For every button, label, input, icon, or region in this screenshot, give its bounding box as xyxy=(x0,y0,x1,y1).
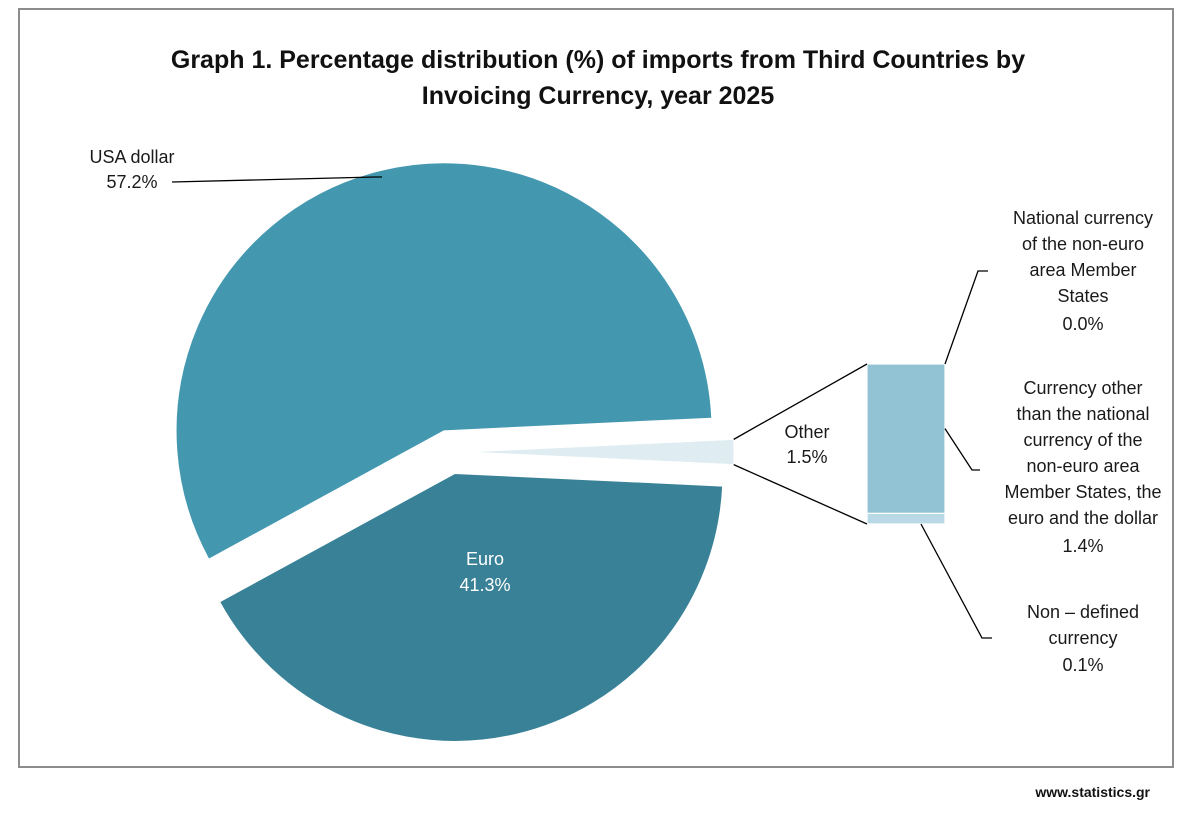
slice-label-other: Other xyxy=(784,422,829,442)
breakdown-label-non-defined: Non – defined currency xyxy=(1027,602,1139,648)
chart-title: Graph 1. Percentage distribution (%) of … xyxy=(20,42,1176,114)
slice-value-usa-dollar: 57.2% xyxy=(106,172,157,192)
breakdown-bar-segment-1 xyxy=(866,363,946,514)
breakdown-bar-segment-2 xyxy=(866,512,946,525)
breakdown-label-national-currency: National currency of the non-euro area Mem… xyxy=(1013,208,1153,306)
chart-frame: Graph 1. Percentage distribution (%) of … xyxy=(18,8,1174,768)
breakdown-value-national-currency: 0.0% xyxy=(1062,314,1103,334)
pie-slice-euro xyxy=(219,472,724,742)
slice-value-euro: 41.3% xyxy=(459,575,510,595)
breakdown-connector-top xyxy=(733,363,868,440)
leader-currency-other xyxy=(944,428,980,471)
breakdown-value-non-defined: 0.1% xyxy=(1062,655,1103,675)
breakdown-label-currency-other: Currency other than the national currency … xyxy=(1004,378,1161,528)
slice-label-euro: Euro xyxy=(466,549,504,569)
slice-value-other: 1.5% xyxy=(786,447,827,467)
pie-slice-usa-dollar xyxy=(175,162,713,560)
breakdown-value-currency-other: 1.4% xyxy=(1062,536,1103,556)
pie-slice-other xyxy=(465,438,735,466)
pie-of-bar-chart: USA dollar 57.2% Euro 41.3% Other 1.5% Nationa… xyxy=(89,147,1162,742)
leader-national-currency xyxy=(944,270,988,365)
slice-label-usa-dollar: USA dollar xyxy=(89,147,174,167)
chart-title-line-2: Invoicing Currency, year 2025 xyxy=(421,82,775,110)
leader-non-defined xyxy=(920,523,992,639)
breakdown-connector-bottom xyxy=(733,464,868,525)
source-url: www.statistics.gr xyxy=(1035,784,1150,800)
chart-title-line-1: Graph 1. Percentage distribution (%) of … xyxy=(170,46,1026,74)
usa-leader-line xyxy=(171,176,382,183)
